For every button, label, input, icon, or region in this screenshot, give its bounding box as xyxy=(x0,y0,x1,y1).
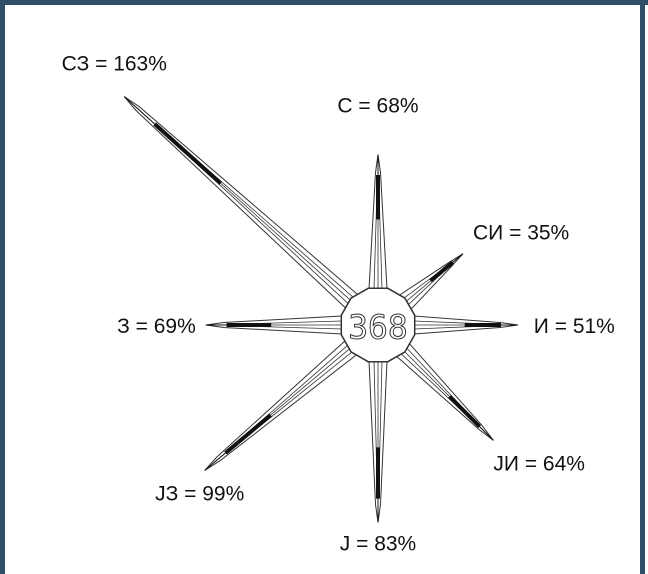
ray-core-se xyxy=(448,395,482,429)
ray-ne xyxy=(399,253,464,310)
center-hub xyxy=(340,287,416,363)
ray-e xyxy=(413,315,518,335)
frame-left-border xyxy=(0,0,5,574)
label-w: З = 69% xyxy=(117,315,196,338)
ray-core-sw xyxy=(224,413,272,455)
rays-group xyxy=(123,96,518,523)
center-value: 368 xyxy=(348,308,408,347)
ray-tip-ne xyxy=(452,253,464,263)
ray-tip-se xyxy=(479,426,494,441)
label-ne: СИ = 35% xyxy=(473,222,569,245)
ray-w xyxy=(205,315,343,335)
ray-core-nw xyxy=(153,122,223,185)
ray-tip-nw xyxy=(123,96,156,125)
frame-right-border xyxy=(640,0,645,574)
label-s: Ј = 83% xyxy=(340,532,416,555)
ray-sw xyxy=(204,340,357,471)
ray-n xyxy=(368,154,388,290)
ray-nw xyxy=(123,96,359,309)
frame-top-border xyxy=(0,0,648,5)
ray-core-ne xyxy=(429,260,455,283)
labels-group: С = 68% СИ = 35% И = 51% ЈИ = 64% Ј = 83% ЈЗ … xyxy=(62,53,615,556)
ray-s xyxy=(368,360,388,523)
label-e: И = 51% xyxy=(534,315,615,338)
label-nw: СЗ = 163% xyxy=(62,53,167,76)
ray-se xyxy=(396,343,494,441)
label-sw: ЈЗ = 99% xyxy=(155,482,244,505)
ray-tip-sw xyxy=(204,452,226,471)
label-se: ЈИ = 64% xyxy=(493,452,585,475)
label-n: С = 68% xyxy=(337,95,418,118)
